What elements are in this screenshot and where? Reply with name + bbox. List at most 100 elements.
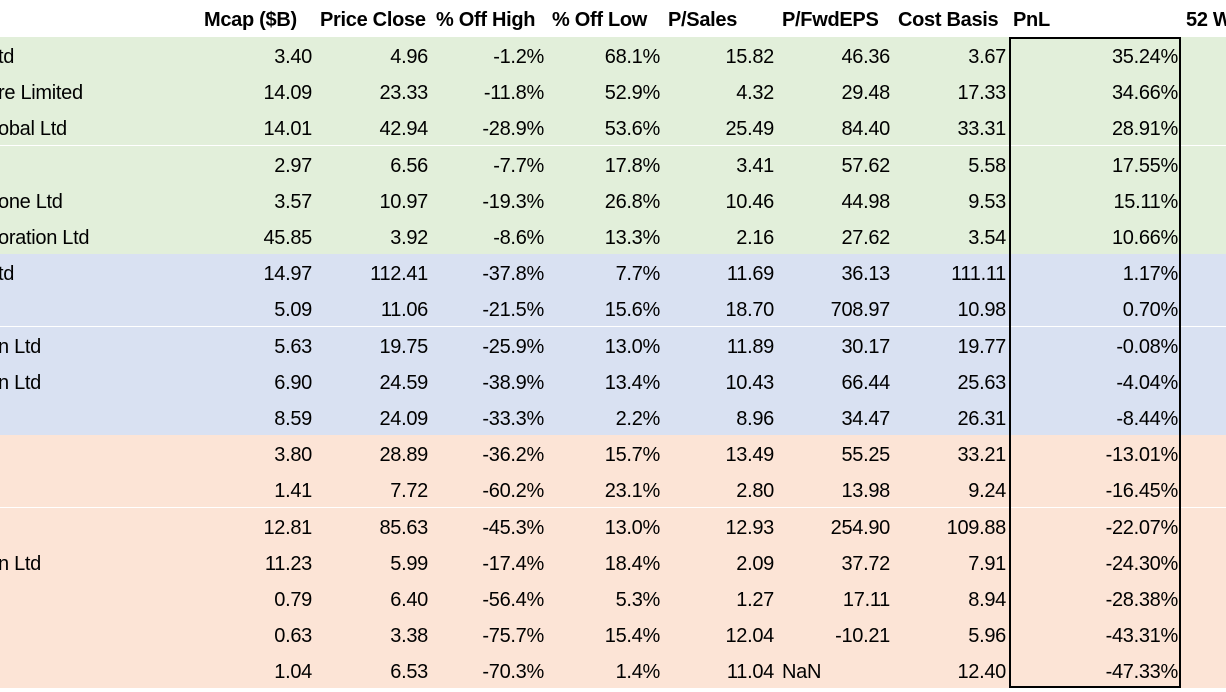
price-cell[interactable]: 3.92 [390, 227, 428, 249]
pnl-cell[interactable]: -47.33% [1105, 661, 1179, 684]
mcap-cell[interactable]: 0.63 [274, 625, 312, 648]
off-high-cell[interactable]: -60.2% [482, 480, 544, 503]
off-low-cell[interactable]: 53.6% [604, 118, 661, 141]
pnl-cell[interactable]: -13.01% [1105, 444, 1179, 467]
psales-cell[interactable]: 1.27 [736, 589, 774, 611]
pfwdeps-cell[interactable]: 46.36 [841, 46, 890, 68]
price-cell[interactable]: 11.06 [380, 299, 428, 322]
mcap-cell[interactable]: 45.85 [263, 227, 312, 249]
psales-cell[interactable]: 12.04 [725, 625, 774, 648]
psales-cell[interactable]: 3.41 [736, 154, 774, 177]
off-low-cell[interactable]: 18.4% [604, 552, 661, 575]
psales-cell[interactable]: 4.32 [736, 82, 774, 105]
cost-cell[interactable]: 9.53 [968, 190, 1006, 213]
pfwdeps-cell[interactable]: 254.90 [830, 516, 891, 539]
price-cell[interactable]: 24.59 [379, 371, 428, 394]
psales-cell[interactable]: 18.70 [725, 299, 774, 322]
psales-cell[interactable]: 2.09 [736, 552, 774, 575]
psales-cell[interactable]: 10.46 [725, 190, 774, 213]
off-low-cell[interactable]: 15.4% [604, 625, 661, 648]
company-name-cell[interactable]: re Limited [0, 82, 83, 105]
off-low-cell[interactable]: 15.7% [604, 444, 661, 467]
cost-cell[interactable]: 25.63 [957, 371, 1006, 394]
pfwdeps-cell[interactable]: 36.13 [841, 263, 890, 286]
pnl-cell[interactable]: -22.07% [1105, 516, 1179, 539]
cost-cell[interactable]: 33.21 [957, 444, 1006, 467]
off-high-cell[interactable]: -36.2% [482, 444, 544, 467]
pnl-cell[interactable]: -24.30% [1105, 552, 1179, 575]
off-high-cell[interactable]: -75.7% [482, 625, 544, 648]
pfwdeps-cell[interactable]: 84.40 [841, 118, 890, 141]
off-high-cell[interactable]: -37.8% [482, 263, 544, 286]
off-low-cell[interactable]: 2.2% [615, 408, 661, 430]
company-name-cell[interactable]: n Ltd [0, 371, 41, 394]
off-low-cell[interactable]: 13.0% [604, 335, 661, 358]
pfwdeps-cell[interactable]: NaN [782, 661, 822, 684]
mcap-cell[interactable]: 2.97 [274, 154, 312, 177]
cost-cell[interactable]: 5.58 [968, 154, 1006, 177]
off-high-cell[interactable]: -8.6% [493, 227, 544, 249]
off-low-cell[interactable]: 26.8% [604, 190, 661, 213]
pfwdeps-cell[interactable]: 29.48 [841, 82, 890, 105]
mcap-cell[interactable]: 5.09 [274, 299, 312, 322]
price-cell[interactable]: 7.72 [390, 480, 428, 503]
off-low-cell[interactable]: 13.3% [604, 227, 661, 249]
off-low-cell[interactable]: 13.4% [604, 371, 661, 394]
psales-cell[interactable]: 2.80 [736, 480, 774, 503]
pfwdeps-cell[interactable]: 34.47 [841, 408, 890, 430]
mcap-cell[interactable]: 3.40 [274, 46, 312, 68]
cost-cell[interactable]: 8.94 [968, 589, 1006, 611]
off-low-cell[interactable]: 68.1% [604, 46, 661, 68]
mcap-cell[interactable]: 1.04 [274, 661, 312, 684]
pnl-cell[interactable]: 34.66% [1111, 82, 1178, 105]
pnl-cell[interactable]: -8.44% [1116, 408, 1178, 430]
cost-cell[interactable]: 17.33 [957, 82, 1006, 105]
cost-cell[interactable]: 3.67 [968, 46, 1006, 68]
pfwdeps-cell[interactable]: 27.62 [841, 227, 890, 249]
pfwdeps-cell[interactable]: -10.21 [835, 625, 890, 648]
company-name-cell[interactable]: td [0, 263, 15, 286]
mcap-cell[interactable]: 0.79 [274, 589, 312, 611]
off-high-cell[interactable]: -19.3% [482, 190, 544, 213]
pfwdeps-cell[interactable]: 30.17 [841, 335, 890, 358]
pnl-cell[interactable]: 17.55% [1111, 154, 1178, 177]
off-high-cell[interactable]: -17.4% [482, 552, 544, 575]
price-cell[interactable]: 4.96 [390, 46, 428, 68]
psales-cell[interactable]: 25.49 [725, 118, 774, 141]
pfwdeps-cell[interactable]: 55.25 [841, 444, 890, 467]
mcap-cell[interactable]: 14.01 [263, 118, 312, 141]
price-cell[interactable]: 3.38 [390, 625, 428, 648]
price-cell[interactable]: 6.56 [390, 154, 428, 177]
cost-cell[interactable]: 7.91 [968, 552, 1006, 575]
pfwdeps-cell[interactable]: 17.11 [842, 589, 890, 611]
off-low-cell[interactable]: 52.9% [604, 82, 661, 105]
cost-cell[interactable]: 33.31 [957, 118, 1006, 141]
psales-cell[interactable]: 13.49 [725, 444, 774, 467]
off-low-cell[interactable]: 1.4% [615, 661, 661, 684]
cost-cell[interactable]: 26.31 [957, 408, 1006, 430]
pfwdeps-cell[interactable]: 66.44 [841, 371, 890, 394]
psales-cell[interactable]: 8.96 [736, 408, 774, 430]
mcap-cell[interactable]: 12.81 [263, 516, 312, 539]
pnl-cell[interactable]: -0.08% [1116, 335, 1178, 358]
company-name-cell[interactable]: td [0, 46, 15, 68]
pnl-cell[interactable]: 10.66% [1111, 227, 1178, 249]
mcap-cell[interactable]: 5.63 [274, 335, 312, 358]
off-low-cell[interactable]: 15.6% [604, 299, 661, 322]
off-low-cell[interactable]: 13.0% [604, 516, 661, 539]
psales-cell[interactable]: 11.04 [726, 661, 774, 684]
mcap-cell[interactable]: 3.57 [274, 190, 312, 213]
off-high-cell[interactable]: -56.4% [482, 589, 544, 611]
pnl-cell[interactable]: -28.38% [1105, 589, 1179, 611]
off-high-cell[interactable]: -70.3% [482, 661, 544, 684]
psales-cell[interactable]: 12.93 [725, 516, 774, 539]
pnl-cell[interactable]: 15.11% [1113, 190, 1178, 213]
pnl-cell[interactable]: -43.31% [1105, 625, 1179, 648]
off-high-cell[interactable]: -1.2% [493, 46, 544, 68]
pnl-cell[interactable]: 28.91% [1111, 118, 1178, 141]
price-cell[interactable]: 19.75 [379, 335, 428, 358]
mcap-cell[interactable]: 1.41 [274, 480, 312, 503]
pfwdeps-cell[interactable]: 44.98 [841, 190, 890, 213]
off-low-cell[interactable]: 5.3% [615, 589, 661, 611]
price-cell[interactable]: 6.40 [390, 589, 428, 611]
